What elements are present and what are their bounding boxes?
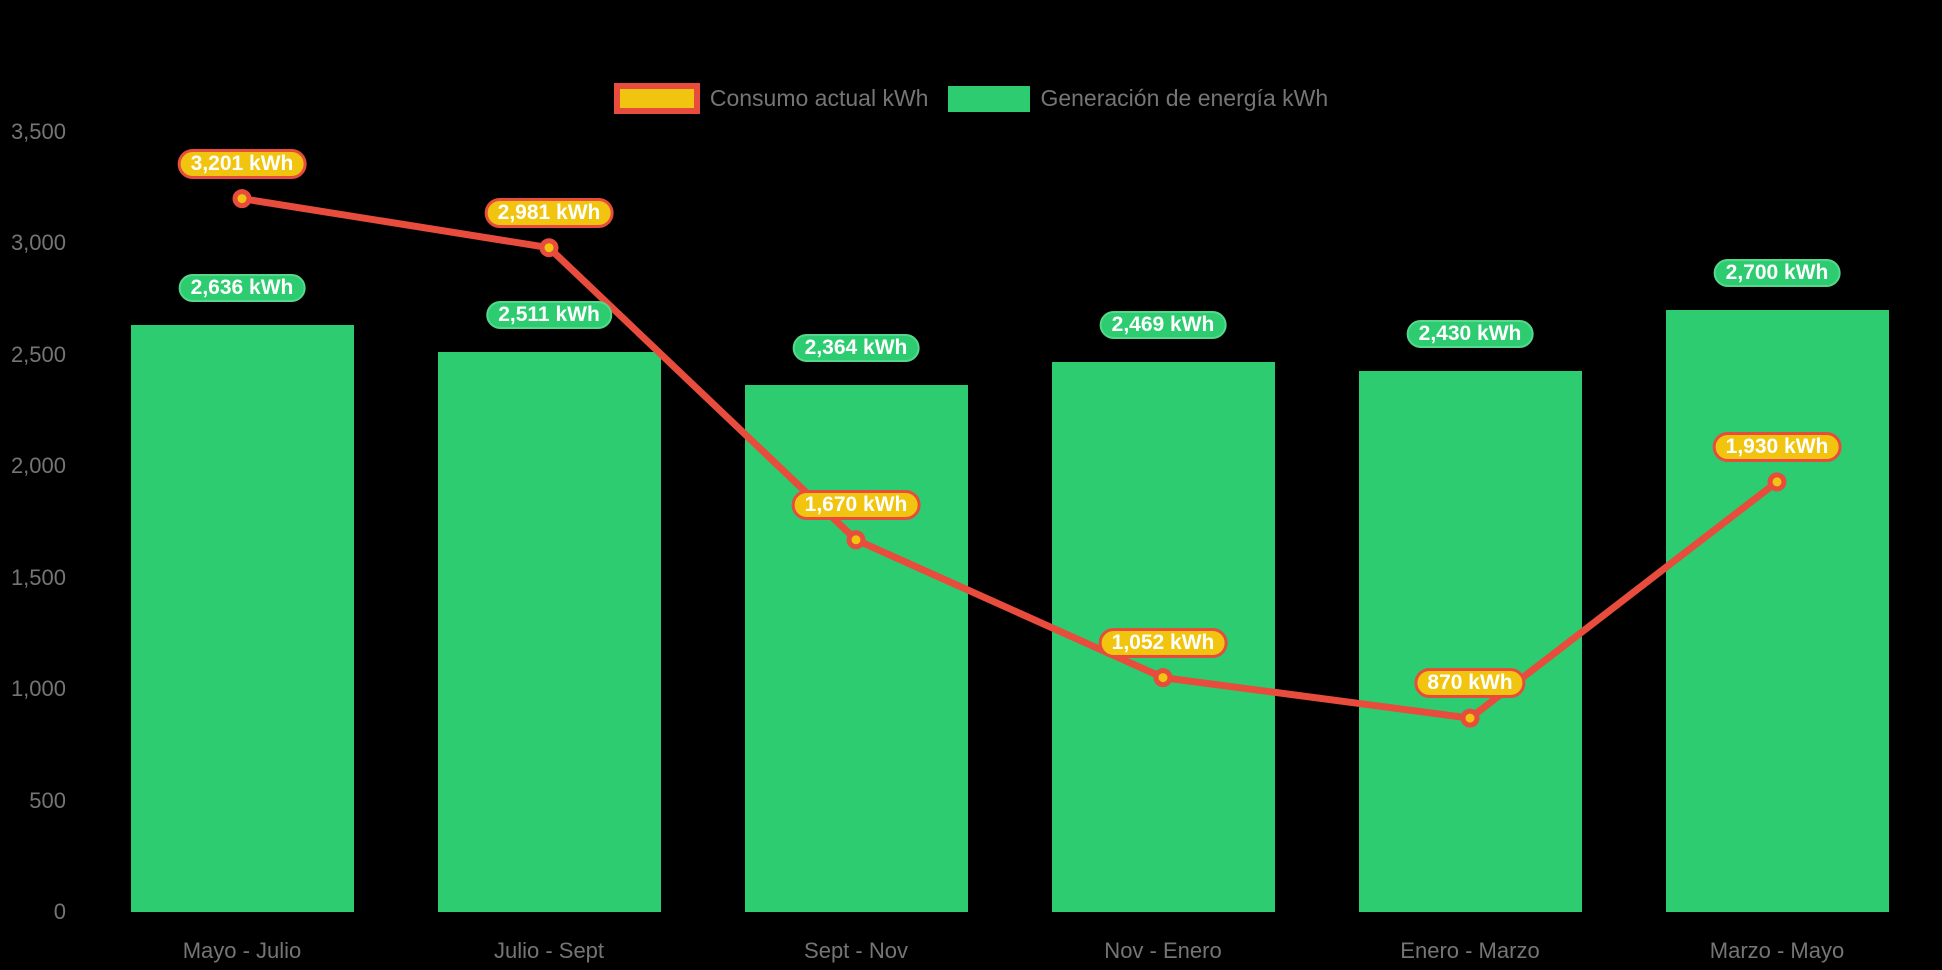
legend-item-consumption[interactable]: Consumo actual kWh — [613, 83, 929, 114]
generation-bar-0[interactable] — [130, 324, 354, 912]
consumption-value-label-3: 1,052 kWh — [1098, 627, 1228, 658]
generation-value-label-2: 2,364 kWh — [792, 334, 920, 363]
legend-label: Generación de energía kWh — [1040, 85, 1329, 111]
generation-value-label-5: 2,700 kWh — [1713, 259, 1841, 288]
chart-legend: Consumo actual kWh Generación de energía … — [0, 83, 1942, 114]
legend-label: Consumo actual kWh — [709, 85, 929, 111]
x-axis-category-label: Marzo - Mayo — [1709, 938, 1845, 963]
consumption-value-label-1: 2,981 kWh — [484, 197, 614, 228]
y-axis-tick-label: 2,000 — [10, 453, 66, 479]
x-axis-category-label: Mayo - Julio — [182, 938, 302, 963]
generation-value-label-1: 2,511 kWh — [486, 301, 612, 330]
x-axis-category-label: Enero - Marzo — [1400, 938, 1540, 963]
consumption-value-label-2: 1,670 kWh — [791, 489, 921, 520]
y-axis-tick-label: 1,000 — [10, 676, 66, 702]
x-axis-category-label: Nov - Enero — [1104, 938, 1222, 963]
consumption-point-4[interactable] — [1460, 708, 1480, 728]
generation-bar-4[interactable] — [1358, 370, 1582, 912]
generation-value-label-4: 2,430 kWh — [1406, 319, 1534, 348]
consumption-value-label-0: 3,201 kWh — [177, 148, 307, 179]
generation-bar-5[interactable] — [1665, 310, 1889, 912]
y-axis-tick-label: 500 — [29, 787, 66, 813]
x-axis-category-label: Julio - Sept — [493, 938, 605, 963]
generation-value-label-3: 2,469 kWh — [1099, 310, 1227, 339]
y-axis-tick-label: 2,500 — [10, 341, 66, 367]
generation-value-label-0: 2,636 kWh — [178, 273, 306, 302]
y-axis-tick-label: 3,500 — [10, 119, 66, 144]
y-axis-tick-label: 1,500 — [10, 564, 66, 590]
consumption-point-0[interactable] — [232, 189, 252, 209]
y-axis-tick-label: 3,000 — [10, 230, 66, 256]
consumption-point-3[interactable] — [1153, 668, 1173, 688]
consumption-point-5[interactable] — [1767, 472, 1787, 492]
consumption-value-label-5: 1,930 kWh — [1712, 431, 1842, 462]
consumption-point-1[interactable] — [539, 238, 559, 258]
generation-bar-1[interactable] — [437, 352, 661, 912]
generation-bar-2[interactable] — [744, 385, 968, 912]
legend-swatch-consumption — [613, 83, 700, 114]
y-axis-tick-label: 0 — [53, 899, 66, 924]
x-axis-category-label: Sept - Nov — [804, 938, 908, 963]
consumption-point-2[interactable] — [846, 530, 866, 550]
legend-item-generation[interactable]: Generación de energía kWh — [948, 85, 1328, 112]
consumption-value-label-4: 870 kWh — [1414, 668, 1526, 699]
legend-swatch-generation — [948, 85, 1031, 112]
